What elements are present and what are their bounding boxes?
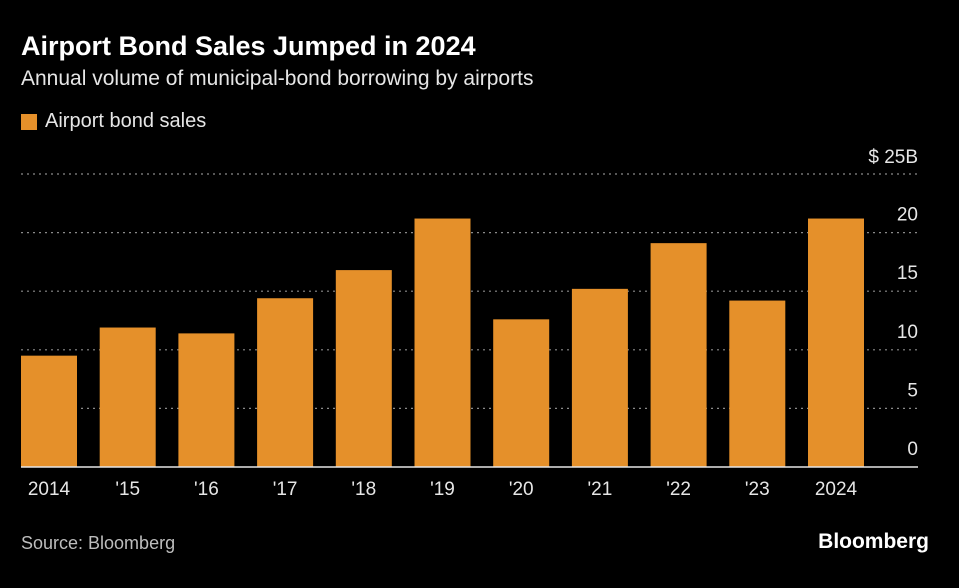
bloomberg-logo: Bloomberg	[818, 530, 929, 553]
bar	[99, 327, 156, 467]
x-tick-label: '21	[588, 479, 613, 500]
y-tick-label: 0	[907, 439, 918, 460]
bar	[178, 333, 235, 467]
bar	[335, 270, 392, 467]
legend-label: Airport bond sales	[45, 110, 207, 132]
bar	[729, 300, 786, 467]
x-tick-label: '16	[194, 479, 219, 500]
bar	[493, 319, 550, 467]
y-tick-label: $ 25B	[868, 147, 918, 168]
bar	[414, 218, 471, 467]
bar	[571, 288, 628, 467]
source-note: Source: Bloomberg	[21, 533, 176, 553]
bar	[808, 218, 864, 467]
y-tick-label: 10	[897, 322, 918, 343]
y-tick-label: 20	[897, 205, 918, 226]
x-tick-label: 2014	[28, 479, 71, 500]
y-tick-label: 5	[907, 380, 918, 401]
x-tick-label: '23	[745, 479, 770, 500]
x-tick-label: '18	[351, 479, 376, 500]
x-tick-label: '15	[115, 479, 140, 500]
x-tick-label: '20	[509, 479, 534, 500]
chart-title: Airport Bond Sales Jumped in 2024	[21, 31, 476, 61]
bar	[21, 355, 77, 467]
y-tick-label: 15	[897, 263, 918, 284]
x-tick-label: '17	[273, 479, 298, 500]
chart-subtitle: Annual volume of municipal-bond borrowin…	[21, 67, 534, 90]
legend-swatch	[21, 113, 37, 130]
bar	[257, 298, 314, 467]
bar	[650, 243, 707, 467]
legend: Airport bond sales	[21, 110, 206, 133]
x-tick-label: '22	[666, 479, 691, 500]
x-tick-label: 2024	[815, 479, 858, 500]
x-tick-label: '19	[430, 479, 455, 500]
